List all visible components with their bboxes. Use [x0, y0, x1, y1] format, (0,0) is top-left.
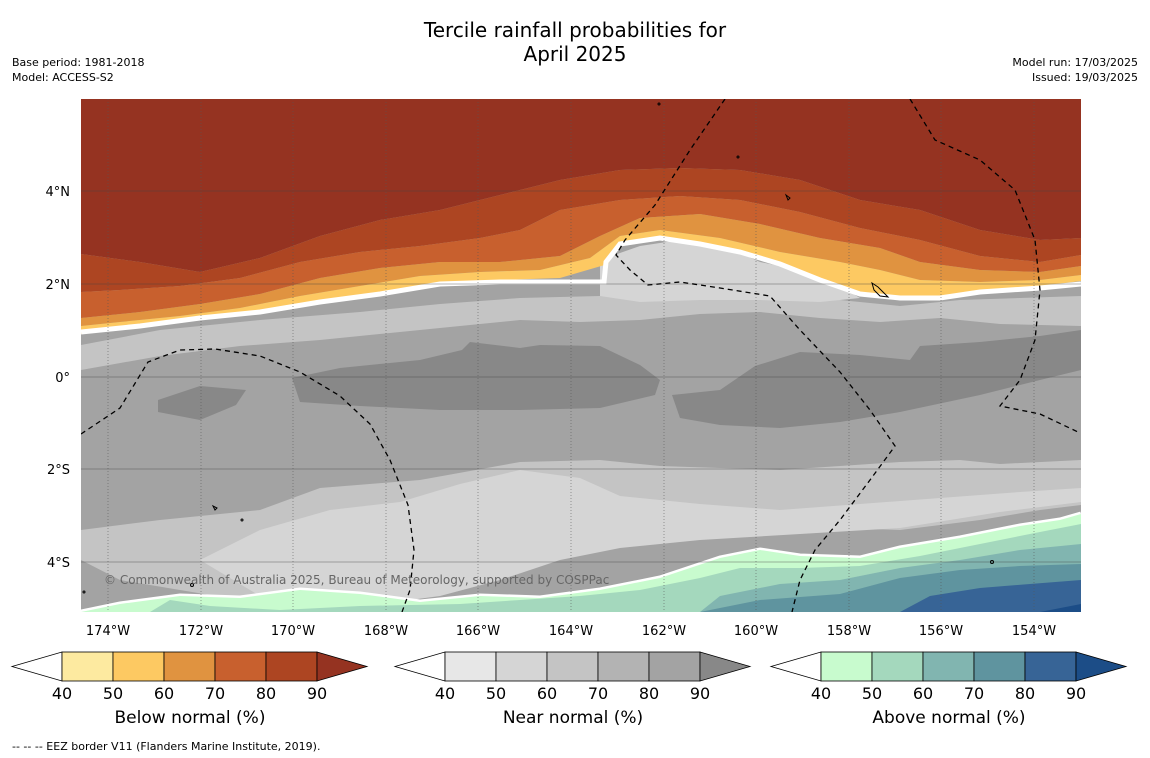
- lon-label: 160°W: [734, 624, 778, 639]
- lat-label-0: 0°: [55, 371, 70, 386]
- colorbar-tick-label: 60: [154, 684, 174, 700]
- eez-footnote: -- -- -- EEZ border V11 (Flanders Marine…: [12, 740, 321, 753]
- colorbar-over-arrow: [699, 651, 752, 682]
- lon-label: 170°W: [271, 624, 315, 639]
- colorbar-tick-label: 50: [862, 684, 882, 700]
- colorbar-over-arrow: [1075, 651, 1128, 682]
- near-80-patch: [81, 480, 92, 498]
- near-60-band-north: [600, 240, 860, 302]
- near-70-band-north: [81, 296, 1081, 370]
- lon-label: 162°W: [642, 624, 686, 639]
- colorbar-tick-label: 50: [103, 684, 123, 700]
- copyright-text: © Commonwealth of Australia 2025, Bureau…: [104, 573, 609, 587]
- colorbar-segment: [597, 651, 650, 682]
- meta-left: Base period: 1981-2018 Model: ACCESS-S2: [12, 55, 144, 85]
- below-50-band: [81, 230, 1081, 334]
- colorbar-segment: [444, 651, 497, 682]
- eez-borders: [81, 99, 1079, 612]
- colorbar-segment: [820, 651, 873, 682]
- below-70-band: [81, 196, 1081, 318]
- colorbar-tick-label: 50: [486, 684, 506, 700]
- colorbar-below: 40 50 60 70 80 90: [10, 651, 369, 700]
- colorbar-segment: [1024, 651, 1077, 682]
- lon-labels: 174°W 172°W 170°W 168°W 166°W 164°W 162°…: [86, 624, 1056, 639]
- colorbars: 40 50 60 70 80 90 40 50 60 70 80 90 40 50 60 70 80 90: [10, 651, 1128, 700]
- colorbar-under-arrow: [10, 651, 63, 682]
- colorbar-tick-label: 70: [964, 684, 984, 700]
- lon-label: 174°W: [86, 624, 130, 639]
- colorbar-segment: [922, 651, 975, 682]
- colorbar-tick-label: 80: [1015, 684, 1035, 700]
- colorbar-segment: [163, 651, 216, 682]
- parallels: [81, 190, 1081, 563]
- colorbar-segment: [265, 651, 318, 682]
- model-name: Model: ACCESS-S2: [12, 71, 114, 84]
- below-40-boundary: [81, 235, 1081, 335]
- colorbar-tick-label: 60: [537, 684, 557, 700]
- below-90-region: [81, 99, 1081, 272]
- colorbar-segment: [973, 651, 1026, 682]
- colorbar-label-above: Above normal (%): [872, 708, 1026, 728]
- colorbar-tick-label: 90: [690, 684, 710, 700]
- colorbar-label-below: Below normal (%): [114, 708, 266, 728]
- lat-label-4n: 4°N: [46, 185, 71, 200]
- colorbar-segment: [214, 651, 267, 682]
- colorbar-label-near: Near normal (%): [502, 708, 644, 728]
- colorbar-segment: [495, 651, 548, 682]
- colorbar-tick-label: 90: [307, 684, 327, 700]
- above-90-region: [900, 580, 1081, 612]
- colorbar-under-arrow: [393, 651, 446, 682]
- above-100-region: [1040, 604, 1081, 612]
- colorbar-tick-label: 90: [1066, 684, 1086, 700]
- colorbar-above: 40 50 60 70 80 90: [769, 651, 1128, 700]
- base-period: Base period: 1981-2018: [12, 56, 145, 69]
- lat-label-4s: 4°S: [47, 556, 70, 571]
- lat-label-2s: 2°S: [47, 463, 70, 478]
- colorbar-tick-label: 40: [435, 684, 455, 700]
- near-90-band: [158, 330, 1081, 428]
- lon-label: 172°W: [179, 624, 223, 639]
- meta-right: Model run: 17/03/2025 Issued: 19/03/2025: [1012, 55, 1138, 85]
- lat-labels: 4°N 2°N 0° 2°S 4°S: [46, 185, 71, 571]
- map-title: Tercile rainfall probabilities for April…: [0, 18, 1150, 66]
- title-line-2: April 2025: [523, 42, 627, 66]
- colorbar-over-arrow: [316, 651, 369, 682]
- colorbar-tick-label: 70: [205, 684, 225, 700]
- colorbar-tick-label: 80: [639, 684, 659, 700]
- colorbar-segment: [112, 651, 165, 682]
- model-run: Model run: 17/03/2025: [1012, 56, 1138, 69]
- lon-label: 154°W: [1012, 624, 1056, 639]
- colorbar-tick-label: 40: [811, 684, 831, 700]
- colorbar-segment: [648, 651, 701, 682]
- issued-date: Issued: 19/03/2025: [1031, 71, 1138, 84]
- colorbar-tick-label: 60: [913, 684, 933, 700]
- map-panel: © Commonwealth of Australia 2025, Bureau…: [81, 99, 1081, 612]
- lat-label-2n: 2°N: [46, 278, 71, 293]
- lon-label: 158°W: [827, 624, 871, 639]
- lon-label: 168°W: [364, 624, 408, 639]
- below-80-band: [81, 168, 1081, 292]
- colorbar-segment: [546, 651, 599, 682]
- lon-label: 156°W: [919, 624, 963, 639]
- colorbar-segment: [61, 651, 114, 682]
- colorbar-near: 40 50 60 70 80 90: [393, 651, 752, 700]
- near-60-band-south: [200, 470, 1081, 606]
- lon-label: 166°W: [456, 624, 500, 639]
- colorbar-segment: [871, 651, 924, 682]
- colorbar-tick-label: 80: [256, 684, 276, 700]
- island-outlines: [82, 102, 994, 594]
- colorbar-tick-label: 70: [588, 684, 608, 700]
- colorbar-tick-label: 40: [52, 684, 72, 700]
- lon-label: 164°W: [549, 624, 593, 639]
- title-line-1: Tercile rainfall probabilities for: [423, 18, 727, 42]
- below-60-band: [81, 214, 1081, 326]
- colorbar-under-arrow: [769, 651, 822, 682]
